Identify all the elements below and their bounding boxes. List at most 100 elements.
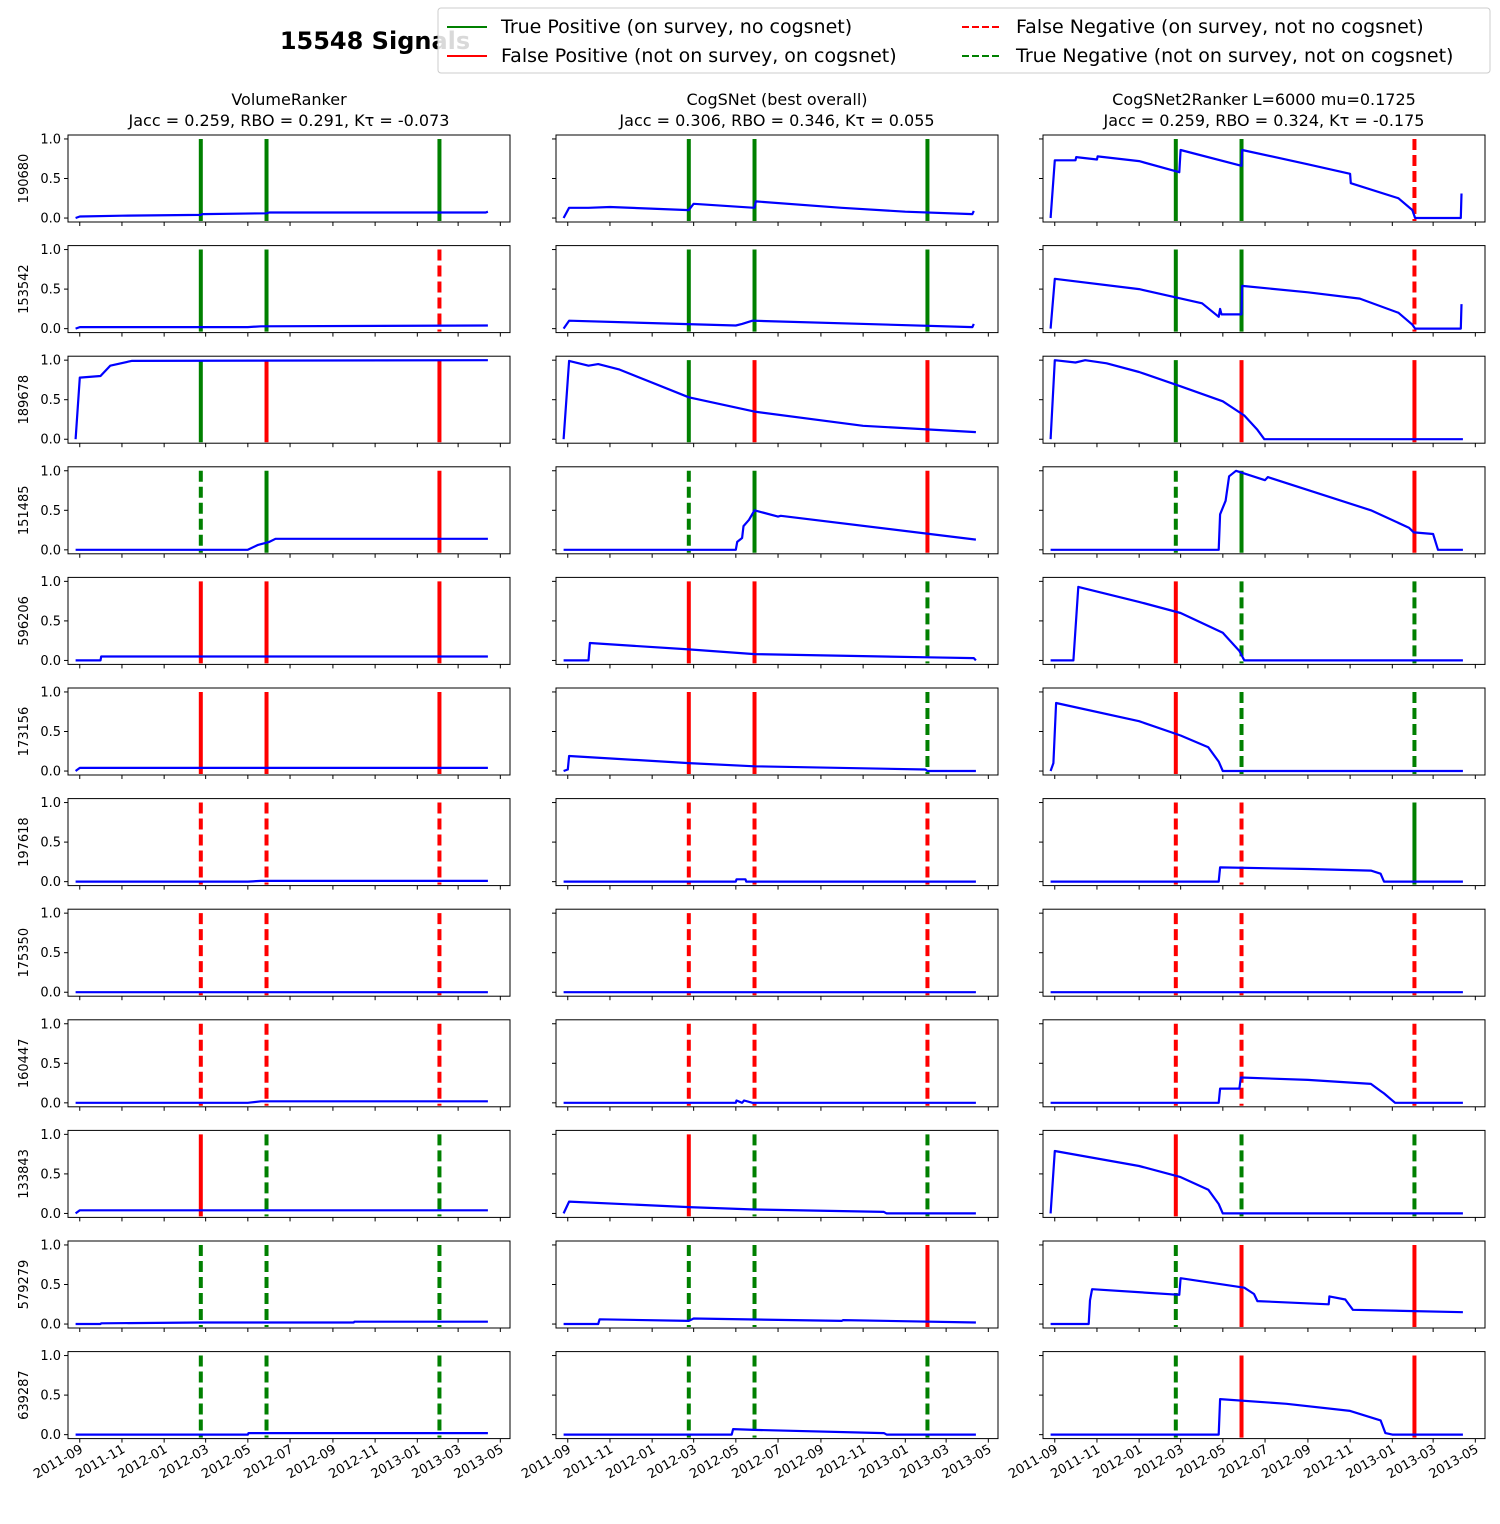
subplot-frame (1042, 1019, 1486, 1108)
y-tick-label: 0.5 (40, 1278, 61, 1293)
signal-line (563, 1099, 976, 1104)
signal-line (75, 210, 489, 220)
signal-line (563, 1427, 976, 1436)
subplot-frame (67, 1129, 511, 1218)
subplot: 0.0 0.5 1.0 (40, 354, 511, 448)
subplot: 0.0 0.5 1.0 (40, 1128, 511, 1222)
y-tick-label: 0.5 (40, 1057, 61, 1072)
subplot (1039, 576, 1486, 669)
signal-line (1049, 148, 1463, 220)
subplot (552, 576, 999, 669)
row-label: 190680 (17, 154, 32, 204)
subplot (1039, 1129, 1486, 1222)
legend-label-fn: False Negative (on survey, not no cogsne… (1016, 16, 1424, 38)
y-tick-label: 1.0 (40, 907, 61, 922)
signal-line (1050, 866, 1463, 883)
y-tick-label: 0.5 (40, 1167, 61, 1182)
subplot-frame (555, 908, 999, 997)
signal-line (1049, 277, 1463, 330)
subplot-frame (67, 466, 511, 555)
signal-line (563, 641, 977, 662)
legend: True Positive (on survey, no cogsnet) Fal… (437, 7, 1491, 74)
subplot (552, 1019, 999, 1111)
y-tick-label: 0.5 (40, 504, 61, 519)
subplot-frame (555, 576, 999, 665)
subplot-frame (555, 1240, 999, 1329)
legend-label-fp: False Positive (not on survey, on cogsne… (501, 45, 897, 67)
y-tick-label: 0.5 (40, 614, 61, 629)
signal-line (1049, 701, 1463, 773)
subplot-frame (67, 1351, 511, 1440)
subplot: 0.0 0.5 1.0 (40, 685, 511, 780)
y-tick-label: 0.5 (40, 1389, 61, 1404)
subplot-frame (1042, 798, 1486, 887)
signal-line (562, 359, 976, 440)
subplot-frame (67, 908, 511, 997)
subplot (1039, 1019, 1486, 1111)
legend-frame (437, 7, 1491, 74)
signal-line (74, 359, 488, 440)
row-label: 596206 (17, 596, 32, 646)
signal-line (563, 509, 977, 551)
subplot: 0.0 0.5 1.0 (40, 796, 511, 890)
subplot (1039, 687, 1486, 779)
subplot-frame (555, 1019, 999, 1108)
y-tick-label: 0.5 (40, 172, 61, 187)
signal-line (1050, 585, 1463, 662)
signal-line (562, 1200, 976, 1215)
subplot (1039, 466, 1486, 558)
legend-label-tp: True Positive (on survey, no cogsnet) (500, 16, 852, 38)
subplot (1039, 355, 1486, 448)
subplot-frame (67, 1240, 511, 1329)
row-label: 173156 (17, 707, 32, 757)
y-tick-label: 0.0 (40, 765, 61, 780)
signal-line (562, 200, 975, 219)
signal-line (562, 319, 975, 330)
subplot (1039, 1240, 1486, 1332)
y-tick-label: 1.0 (40, 1128, 61, 1143)
column-metrics: Jacc = 0.259, RBO = 0.324, Kτ = -0.175 (1103, 111, 1425, 130)
subplot-frame (555, 1129, 999, 1218)
column-title: CogSNet (best overall) (687, 90, 868, 109)
column-title: VolumeRanker (231, 90, 347, 109)
subplot (552, 908, 999, 1001)
subplot (552, 1240, 999, 1332)
y-tick-label: 0.0 (40, 543, 61, 558)
row-label: 175350 (17, 928, 32, 978)
y-tick-label: 0.5 (40, 836, 61, 851)
signal-line (74, 766, 488, 772)
column-title: CogSNet2Ranker L=6000 mu=0.1725 (1112, 90, 1416, 109)
y-tick-label: 0.5 (40, 946, 61, 961)
subplot-frame (67, 576, 511, 665)
signal-line (1049, 359, 1463, 441)
subplot: 0.0 0.5 1.0 (40, 907, 511, 1001)
signal-line (75, 537, 488, 551)
subplot: 0.0 0.5 1.0 (40, 464, 511, 558)
y-tick-label: 1.0 (40, 1017, 61, 1032)
row-label: 639287 (17, 1370, 32, 1420)
subplot-frame (67, 687, 511, 776)
y-tick-label: 0.0 (40, 986, 61, 1001)
y-tick-label: 0.0 (40, 1318, 61, 1333)
y-tick-label: 1.0 (40, 575, 61, 590)
row-label: 197618 (17, 817, 32, 867)
subplot (552, 1129, 999, 1222)
subplot-frame (1042, 576, 1486, 665)
subplot-frame (1042, 245, 1486, 334)
subplot-frame (1042, 1240, 1486, 1329)
y-tick-label: 1.0 (40, 243, 61, 258)
row-label: 133843 (17, 1149, 32, 1199)
subplot (552, 355, 999, 448)
signal-line (75, 655, 488, 662)
signal-line (74, 1209, 488, 1215)
y-tick-label: 1.0 (40, 685, 61, 700)
y-tick-label: 1.0 (40, 132, 61, 147)
row-label: 153542 (17, 264, 32, 314)
subplot-frame (1042, 1351, 1486, 1440)
subplot: 0.0 0.5 1.0 (40, 1017, 511, 1111)
subplot-frame (555, 355, 999, 444)
y-tick-label: 1.0 (40, 796, 61, 811)
subplot-frame (1042, 355, 1486, 444)
